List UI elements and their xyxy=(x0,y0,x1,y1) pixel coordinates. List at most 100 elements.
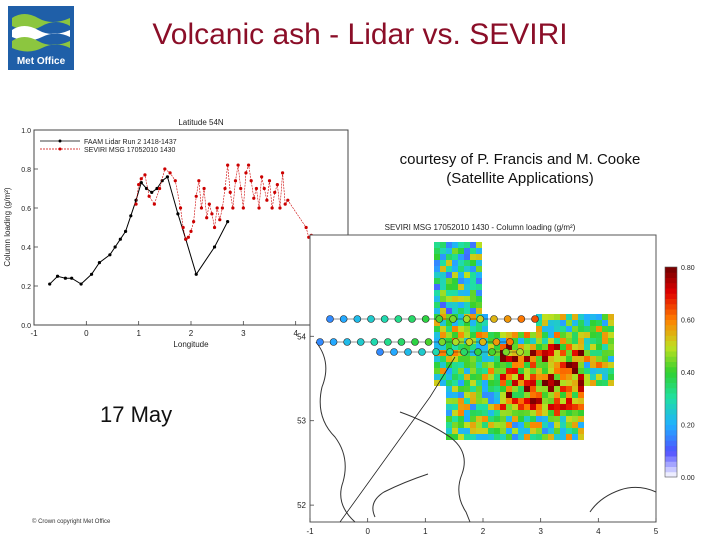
ash-cell xyxy=(476,380,482,386)
ash-cell xyxy=(476,284,482,290)
ash-cell xyxy=(542,344,548,350)
ash-cell xyxy=(440,368,446,374)
ash-cell xyxy=(446,374,452,380)
ash-cell xyxy=(530,350,536,356)
ash-cell xyxy=(494,434,500,440)
seviri-data-point xyxy=(286,198,290,202)
ash-cell xyxy=(554,368,560,374)
ash-cell xyxy=(440,332,446,338)
ash-cell xyxy=(482,350,488,356)
ash-cell xyxy=(464,416,470,422)
ash-cell xyxy=(452,404,458,410)
ash-cell xyxy=(590,374,596,380)
ash-cell xyxy=(542,368,548,374)
ash-cell xyxy=(530,392,536,398)
ash-cell xyxy=(530,356,536,362)
ash-cell xyxy=(446,320,452,326)
ash-cell xyxy=(512,410,518,416)
ash-cell xyxy=(524,362,530,368)
ash-cell xyxy=(506,374,512,380)
ash-cell xyxy=(536,368,542,374)
lidar-data-point xyxy=(129,214,133,218)
ash-cell xyxy=(524,356,530,362)
ash-cell xyxy=(596,326,602,332)
ash-cell xyxy=(470,380,476,386)
seviri-data-point xyxy=(278,206,282,210)
ash-cell xyxy=(458,368,464,374)
ash-cell xyxy=(554,398,560,404)
track-point xyxy=(421,315,430,323)
ash-cell xyxy=(470,254,476,260)
ash-cell xyxy=(482,344,488,350)
track-point xyxy=(316,338,324,346)
ash-cell xyxy=(554,428,560,434)
ash-cell xyxy=(470,404,476,410)
ash-cell xyxy=(578,422,584,428)
ash-cell xyxy=(560,362,566,368)
seviri-data-point xyxy=(220,206,224,210)
ash-cell xyxy=(578,404,584,410)
ash-cell xyxy=(548,374,554,380)
ash-cell xyxy=(608,338,614,344)
copyright-footer: © Crown copyright Met Office xyxy=(32,519,111,525)
ash-cell xyxy=(458,380,464,386)
ash-cell xyxy=(458,314,464,320)
ash-cell xyxy=(518,386,524,392)
ash-cell xyxy=(464,386,470,392)
ash-cell xyxy=(524,332,530,338)
x-tick-label: 2 xyxy=(189,329,194,338)
ash-cell xyxy=(596,350,602,356)
ash-cell xyxy=(566,422,572,428)
ash-cell xyxy=(560,344,566,350)
ash-cell xyxy=(572,362,578,368)
ash-cell xyxy=(470,248,476,254)
ash-cell xyxy=(518,374,524,380)
ash-cell xyxy=(554,356,560,362)
seviri-data-point xyxy=(205,216,209,220)
ash-cell xyxy=(602,356,608,362)
ash-cell xyxy=(542,392,548,398)
map-x-tick-label: 5 xyxy=(654,527,659,536)
y-tick-label: 0.0 xyxy=(21,323,31,330)
ash-cell xyxy=(578,344,584,350)
ash-cell xyxy=(578,332,584,338)
ash-cell xyxy=(458,284,464,290)
ash-cell xyxy=(530,362,536,368)
ash-cell xyxy=(452,380,458,386)
track-point xyxy=(432,348,440,356)
ash-cell xyxy=(596,356,602,362)
ash-cell xyxy=(608,368,614,374)
ash-cell xyxy=(476,362,482,368)
ash-cell xyxy=(572,386,578,392)
ash-cell xyxy=(560,404,566,410)
ash-cell xyxy=(434,344,440,350)
ash-cell xyxy=(434,302,440,308)
map-x-tick-label: 3 xyxy=(538,527,543,536)
seviri-data-point xyxy=(197,179,201,183)
ash-cell xyxy=(524,416,530,422)
ash-cell xyxy=(608,356,614,362)
ash-cell xyxy=(554,320,560,326)
ash-cell xyxy=(518,404,524,410)
ash-cell xyxy=(536,374,542,380)
seviri-data-point xyxy=(260,175,264,179)
ash-cell xyxy=(518,368,524,374)
ash-cell xyxy=(458,422,464,428)
track-point xyxy=(384,338,392,346)
ash-cell xyxy=(542,398,548,404)
colorbar-segment xyxy=(665,340,677,347)
ash-cell xyxy=(548,356,554,362)
ash-cell xyxy=(524,338,530,344)
ash-cell xyxy=(512,404,518,410)
ash-cell xyxy=(476,242,482,248)
seviri-data-point xyxy=(210,212,214,216)
ash-cell xyxy=(560,368,566,374)
ash-cell xyxy=(506,434,512,440)
ash-cell xyxy=(476,296,482,302)
ash-cell xyxy=(548,350,554,356)
colorbar-frame xyxy=(664,266,678,478)
ash-cell xyxy=(536,392,542,398)
ash-cell xyxy=(560,380,566,386)
colorbar-segment xyxy=(665,272,677,278)
colorbar-segment xyxy=(665,324,677,331)
